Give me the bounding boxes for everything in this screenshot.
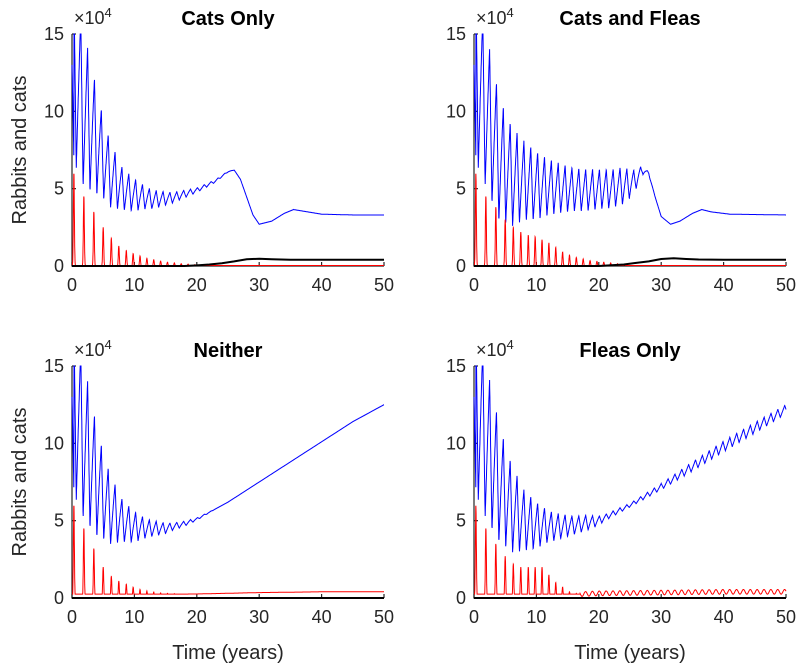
x-tick-label: 30	[651, 607, 671, 627]
x-tick-label: 40	[312, 607, 332, 627]
x-tick-label: 20	[187, 275, 207, 295]
x-tick-label: 10	[526, 607, 546, 627]
y-exponent-label: ×104	[476, 337, 514, 360]
y-tick-label: 5	[456, 179, 466, 199]
x-tick-label: 10	[124, 275, 144, 295]
x-tick-label: 0	[67, 275, 77, 295]
x-tick-label: 40	[714, 607, 734, 627]
y-axis-label: Rabbits and cats	[9, 408, 31, 557]
cats-black-series-line	[474, 257, 787, 267]
y-tick-label: 0	[456, 588, 466, 608]
axis-lines	[473, 34, 786, 267]
y-tick-label: 10	[446, 101, 466, 121]
subplot-title: Cats Only	[181, 8, 275, 30]
subplot-4: 0 5 10 15 0 10 20 30 40 50 ×104 Fleas Only Time (yea…	[446, 337, 796, 664]
y-tick-label: 10	[44, 433, 64, 453]
y-tick-label: 5	[54, 511, 64, 531]
x-tick-label: 10	[124, 607, 144, 627]
x-tick-label: 30	[651, 275, 671, 295]
rabbits-series-line	[71, 33, 384, 225]
cats-black-series-line	[72, 257, 384, 267]
subplot-1: 0 5 10 15 0 10 20 30 40 50 ×104 Cats Only Rabbits an…	[9, 5, 394, 295]
y-tick-label: 10	[44, 101, 64, 121]
cats-red-series-line	[71, 173, 384, 266]
y-axis-label: Rabbits and cats	[9, 76, 31, 225]
y-tick-label: 0	[54, 588, 64, 608]
y-tick-label: 0	[456, 256, 466, 276]
cats-red-series-line	[474, 505, 787, 597]
y-tick-label: 5	[456, 511, 466, 531]
subplot-title: Cats and Fleas	[559, 8, 700, 30]
x-tick-label: 0	[469, 607, 479, 627]
x-axis-label: Time (years)	[172, 642, 283, 664]
x-tick-label: 50	[374, 607, 394, 627]
y-exponent-label: ×104	[74, 5, 112, 28]
x-tick-label: 40	[312, 275, 332, 295]
y-tick-label: 15	[446, 24, 466, 44]
x-tick-label: 20	[589, 275, 609, 295]
y-exponent-label: ×104	[74, 337, 112, 360]
y-exponent-label: ×104	[476, 5, 514, 28]
x-tick-label: 50	[776, 607, 796, 627]
axis-lines	[71, 366, 384, 599]
rabbits-series-line	[473, 33, 786, 226]
y-tick-label: 15	[44, 356, 64, 376]
x-tick-label: 0	[469, 275, 479, 295]
y-tick-label: 5	[54, 179, 64, 199]
axis-lines	[71, 34, 384, 267]
x-tick-label: 20	[589, 607, 609, 627]
subplot-2: 0 5 10 15 0 10 20 30 40 50 ×104 Cats and Fleas	[446, 5, 796, 295]
subplot-title: Fleas Only	[579, 340, 681, 362]
x-axis-label: Time (years)	[574, 642, 685, 664]
x-tick-label: 40	[714, 275, 734, 295]
subplot-3: 0 5 10 15 0 10 20 30 40 50 ×104 Neither Rabbits and …	[9, 337, 394, 664]
cats-red-series-line	[72, 505, 384, 595]
y-tick-label: 10	[446, 433, 466, 453]
axis-lines	[473, 366, 786, 599]
x-tick-label: 30	[249, 275, 269, 295]
x-tick-label: 0	[67, 607, 77, 627]
y-tick-label: 0	[54, 256, 64, 276]
x-tick-label: 30	[249, 607, 269, 627]
rabbits-series-line	[473, 365, 787, 553]
y-tick-label: 15	[44, 24, 64, 44]
x-tick-label: 10	[526, 275, 546, 295]
x-tick-label: 50	[776, 275, 796, 295]
subplot-title: Neither	[194, 340, 263, 362]
x-tick-label: 20	[187, 607, 207, 627]
y-tick-label: 15	[446, 356, 466, 376]
rabbits-series-line	[71, 365, 385, 544]
x-tick-label: 50	[374, 275, 394, 295]
